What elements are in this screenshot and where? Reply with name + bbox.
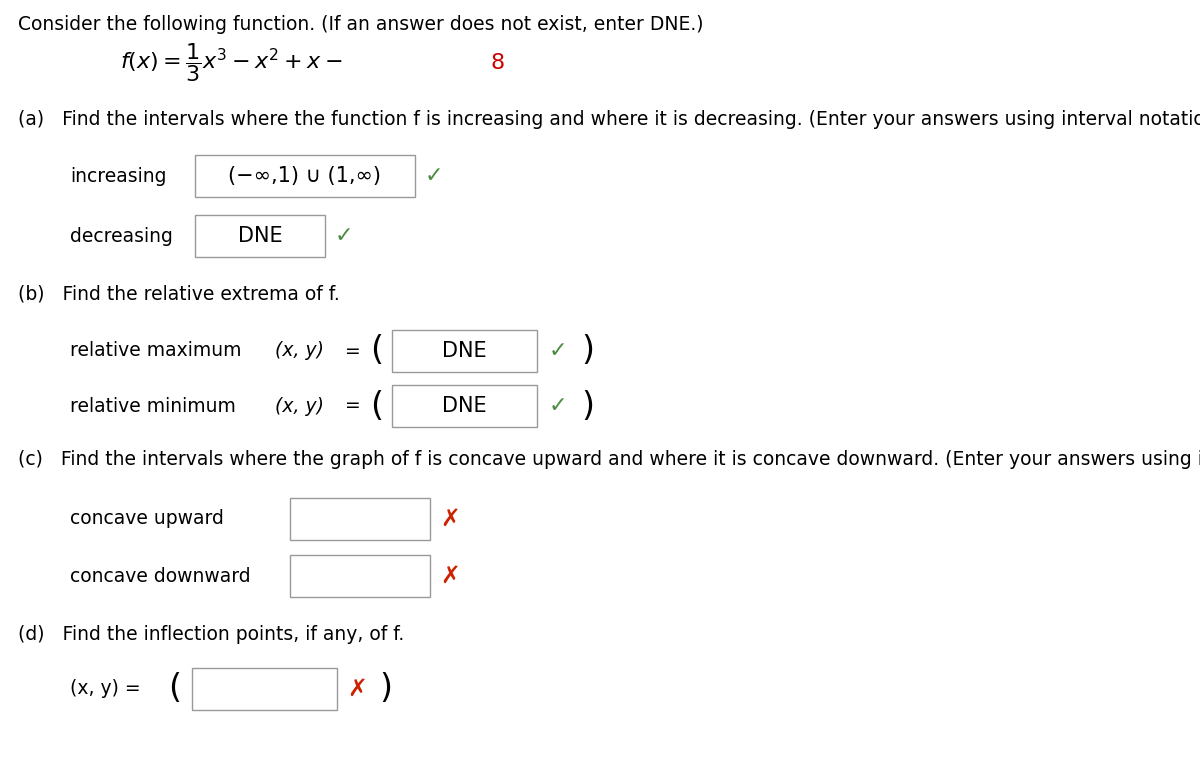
Text: ✓: ✓: [335, 226, 354, 246]
Text: (: (: [370, 335, 383, 368]
Text: increasing: increasing: [70, 167, 167, 185]
Text: ): ): [379, 673, 392, 705]
Bar: [194, 155, 415, 197]
Text: ✗: ✗: [347, 677, 367, 701]
Bar: [290, 555, 430, 597]
Text: ✓: ✓: [550, 396, 568, 416]
Text: DNE: DNE: [442, 396, 487, 416]
Text: DNE: DNE: [238, 226, 282, 246]
Bar: [194, 215, 325, 257]
Text: (x, y): (x, y): [275, 342, 324, 361]
Text: ✓: ✓: [425, 166, 444, 186]
Text: ): ): [581, 335, 594, 368]
Text: ✓: ✓: [550, 341, 568, 361]
Text: ): ): [581, 389, 594, 422]
Text: Consider the following function. (If an answer does not exist, enter DNE.): Consider the following function. (If an …: [18, 15, 703, 34]
Text: (x, y) =: (x, y) =: [70, 680, 140, 698]
Text: (a)   Find the intervals where the function f is increasing and where it is decr: (a) Find the intervals where the functio…: [18, 110, 1200, 129]
Text: (−∞,1) ∪ (1,∞): (−∞,1) ∪ (1,∞): [228, 166, 382, 186]
Text: concave upward: concave upward: [70, 510, 224, 529]
Text: DNE: DNE: [442, 341, 487, 361]
Text: relative maximum: relative maximum: [70, 342, 241, 361]
Bar: [392, 385, 538, 427]
Text: ✗: ✗: [440, 564, 460, 588]
Text: $f(x) = \dfrac{1}{3}x^3 - x^2 + x - $: $f(x) = \dfrac{1}{3}x^3 - x^2 + x - $: [120, 41, 342, 84]
Text: relative minimum: relative minimum: [70, 396, 236, 415]
Text: =: =: [346, 342, 361, 361]
Text: (d)   Find the inflection points, if any, of f.: (d) Find the inflection points, if any, …: [18, 625, 404, 644]
Text: $8$: $8$: [490, 53, 505, 73]
Text: (: (: [168, 673, 181, 705]
Text: concave downward: concave downward: [70, 566, 251, 586]
Bar: [290, 498, 430, 540]
Text: decreasing: decreasing: [70, 227, 173, 246]
Text: =: =: [346, 396, 361, 415]
Text: (x, y): (x, y): [275, 396, 324, 415]
Text: (b)   Find the relative extrema of f.: (b) Find the relative extrema of f.: [18, 285, 340, 304]
Text: (c)   Find the intervals where the graph of f is concave upward and where it is : (c) Find the intervals where the graph o…: [18, 450, 1200, 469]
Bar: [192, 668, 337, 710]
Text: (: (: [370, 389, 383, 422]
Text: ✗: ✗: [440, 507, 460, 531]
Bar: [392, 330, 538, 372]
